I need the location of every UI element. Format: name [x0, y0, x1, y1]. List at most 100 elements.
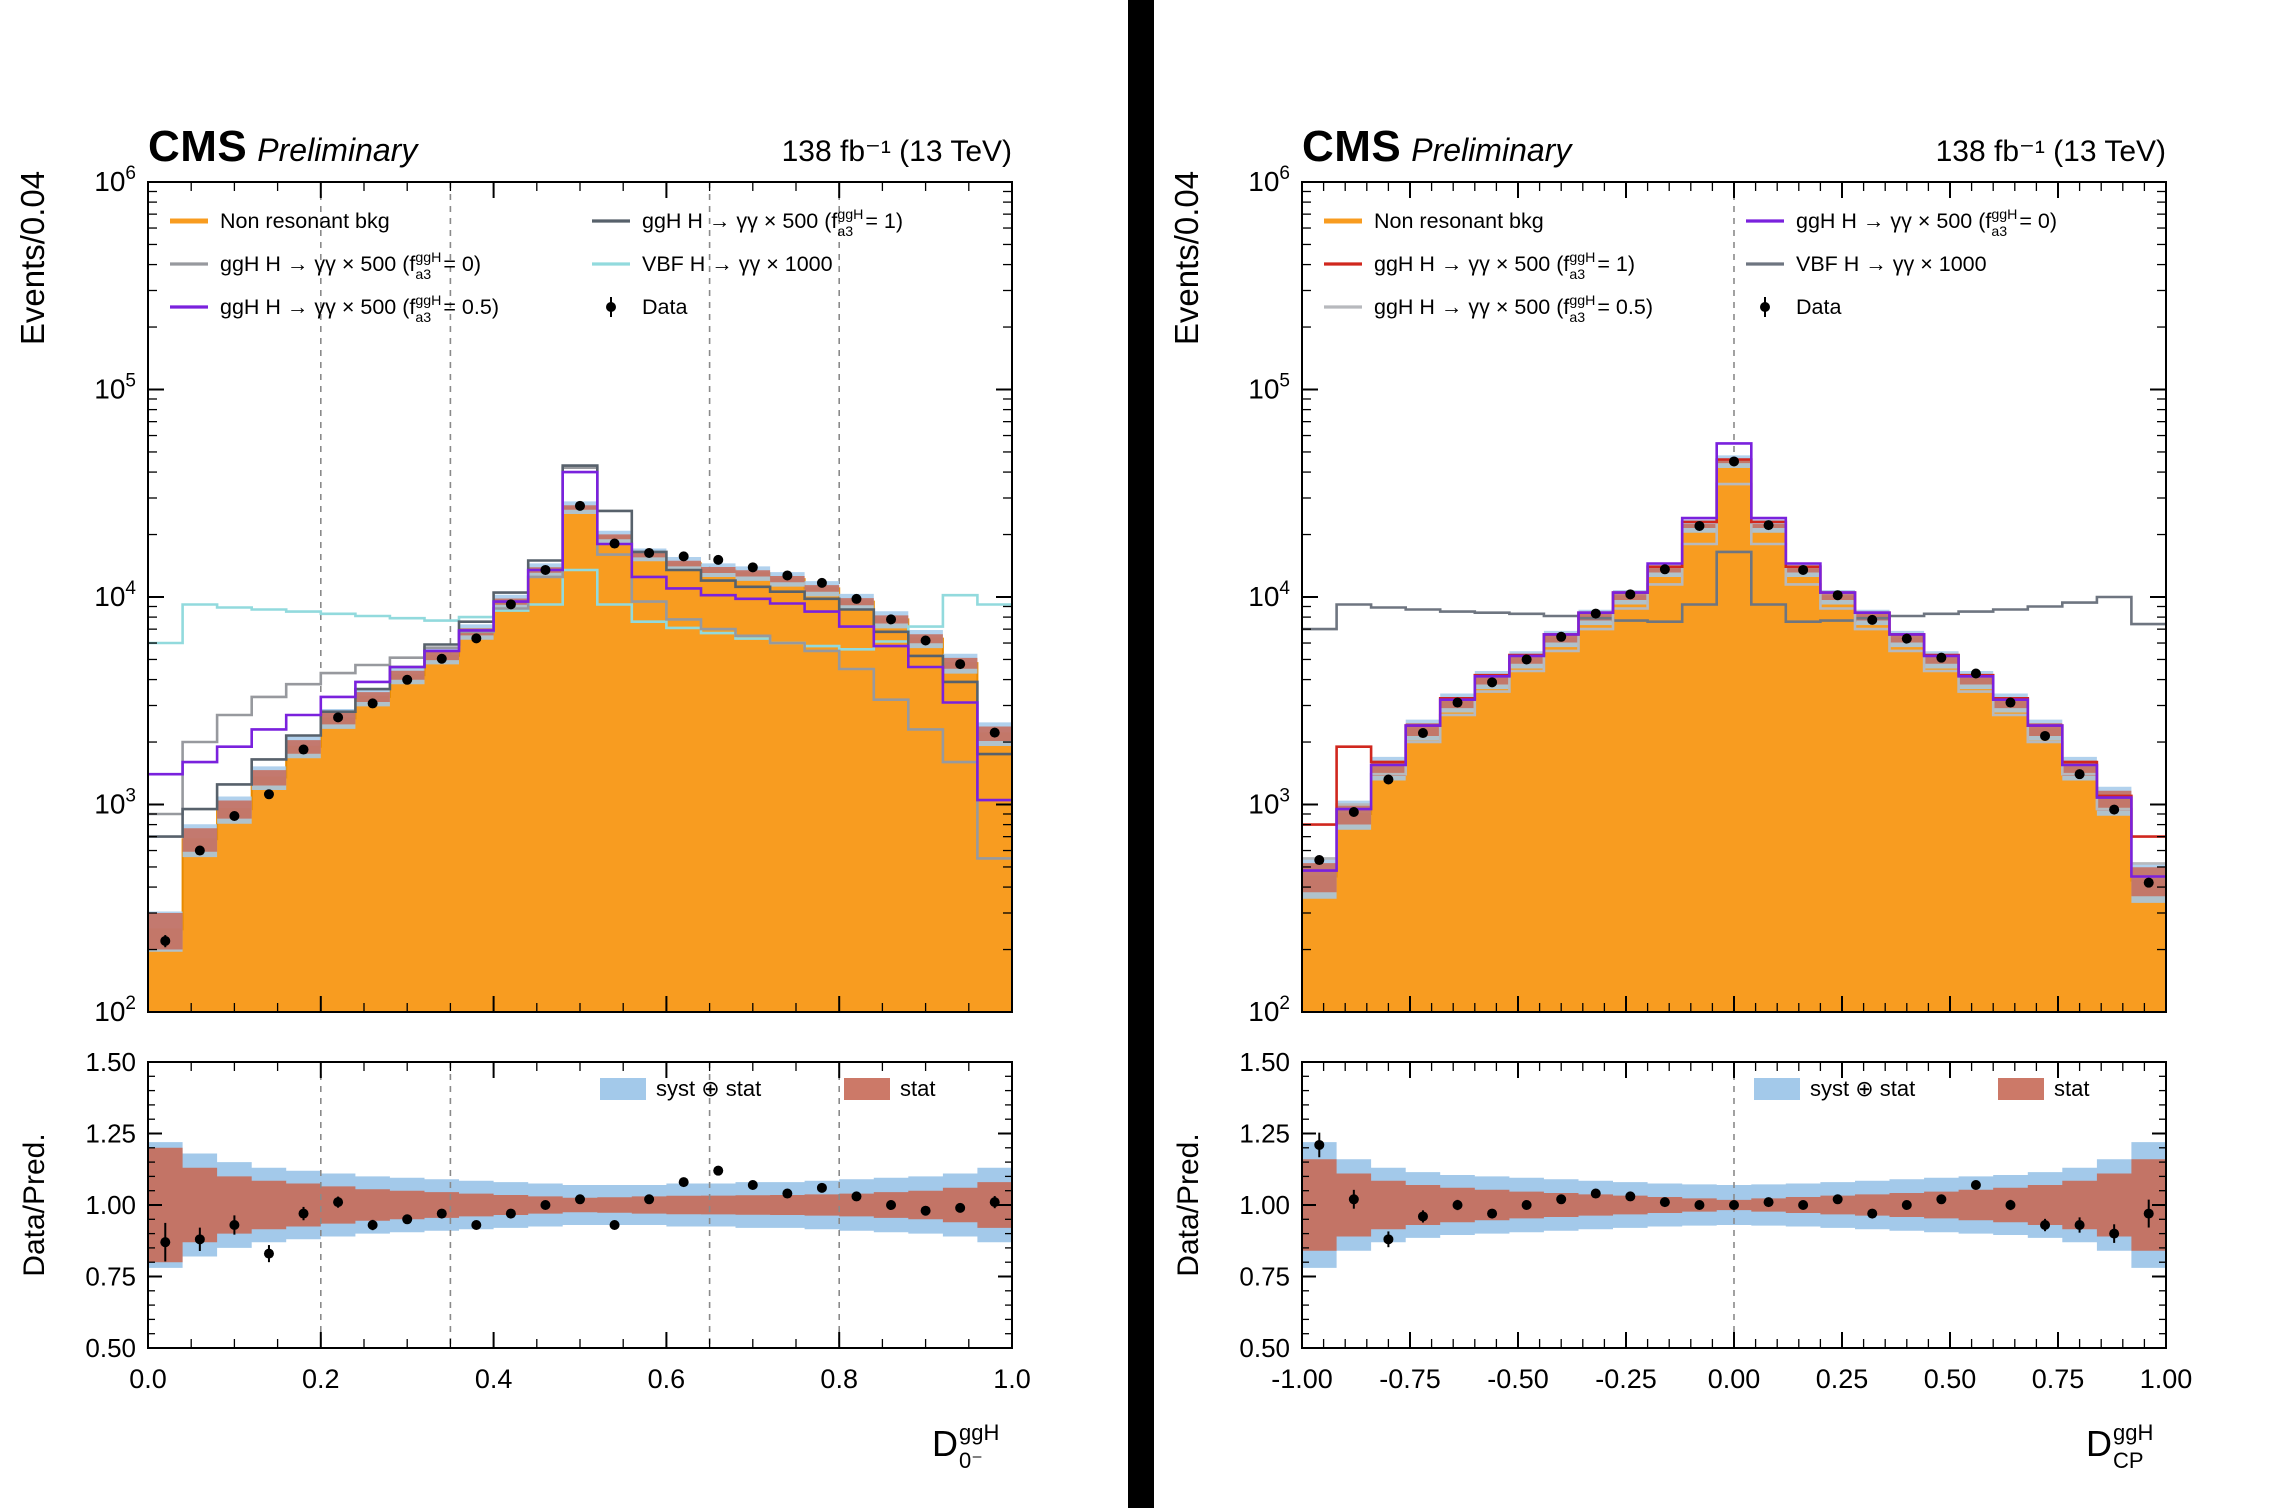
signal-line-vbf [1302, 550, 2166, 631]
preliminary-label: Preliminary [257, 132, 418, 168]
ratio-point [1314, 1139, 1325, 1150]
x-axis-title-sup: ggH [959, 1420, 999, 1445]
ratio-point [1348, 1194, 1359, 1205]
data-point [678, 551, 689, 562]
ratio-y-axis-title: Data/Pred. [1172, 1133, 1205, 1276]
legend-label-fa3_1: = 1) [865, 209, 903, 233]
preliminary-label: Preliminary [1411, 132, 1572, 168]
ratio-point [1798, 1200, 1809, 1210]
right-plot-svg: 102 103 104 105 106 -1.00 -0.75 -0.50 -0.25 0.00 0… [1168, 163, 2192, 1473]
data-point [367, 698, 378, 709]
data-point [505, 599, 516, 610]
left-figure: 102 103 104 105 106 0.0 0.2 0.4 0.6 0.8 1.0 0.50 0.7… [0, 0, 1128, 1508]
data-point [1659, 564, 1670, 575]
data-point [989, 727, 1000, 738]
ratio-legend: syst ⊕ stat stat [600, 1076, 935, 1101]
data-point [333, 712, 344, 723]
x-tick-label: 0.50 [1924, 1364, 1977, 1394]
data-point [1590, 608, 1601, 619]
data-point [471, 633, 482, 644]
data-point [1694, 520, 1705, 531]
data-point [1314, 855, 1325, 866]
ratio-point [1521, 1200, 1532, 1210]
ratio-legend-stat-label: stat [2054, 1076, 2089, 1101]
x-tick-label: 0.75 [2032, 1364, 2085, 1394]
signal-line-fa3_05 [1302, 482, 2166, 865]
x-axis-title: D [2086, 1423, 2112, 1464]
signal-line-fa3_05 [148, 470, 1012, 802]
legend-label-fa3_1: ggH H → γγ × 500 (f [1374, 252, 1569, 276]
y-tick-label: 105 [1248, 371, 1290, 405]
ratio-point [160, 1237, 171, 1248]
main-panel [1302, 182, 2166, 1012]
legend-label-vbf: VBF H → γγ × 1000 [642, 252, 833, 276]
data-point [1452, 697, 1463, 708]
legend-label-fa3_05-sup: ggH [415, 293, 441, 309]
data-point [1970, 668, 1981, 679]
x-tick-label: 0.00 [1708, 1364, 1761, 1394]
ratio-point [1659, 1197, 1670, 1208]
legend-label-fa3_05-sup: ggH [1569, 293, 1595, 309]
x-tick-label: -0.50 [1487, 1364, 1549, 1394]
legend-label-fa3_1-sup: ggH [1569, 250, 1595, 266]
data-point [263, 789, 274, 800]
legend-label-fa3_05: ggH H → γγ × 500 (f [220, 295, 415, 319]
cms-label: CMS [1302, 122, 1402, 171]
legend-label-fa3_0: ggH H → γγ × 500 (f [220, 252, 415, 276]
left-plot-svg: 102 103 104 105 106 0.0 0.2 0.4 0.6 0.8 1.0 0.50 0.7… [14, 163, 1031, 1473]
legend-label-fa3_0-sub: a3 [1991, 224, 2007, 240]
ratio-panel [148, 1062, 1012, 1348]
ratio-legend-stat-label: stat [900, 1076, 935, 1101]
data-point [782, 570, 793, 581]
ratio-y-tick-label: 1.00 [85, 1190, 136, 1220]
y-tick-label: 104 [1248, 578, 1290, 612]
data-point [2074, 769, 2085, 780]
ratio-y-tick-label: 1.50 [1239, 1047, 1290, 1077]
ratio-y-tick-label: 1.00 [1239, 1190, 1290, 1220]
right-figure-header: CMS Preliminary 138 fb⁻¹ (13 TeV) [1302, 122, 2166, 172]
data-point [298, 744, 309, 755]
ratio-point [1417, 1211, 1428, 1222]
y-tick-label: 103 [94, 786, 136, 820]
data-point [1763, 520, 1774, 531]
y-tick-label: 105 [94, 371, 136, 405]
ratio-point [436, 1208, 447, 1219]
ratio-point [1729, 1200, 1739, 1210]
y-tick-label: 106 [94, 163, 136, 197]
legend-label-fa3_1-sub: a3 [1569, 267, 1585, 283]
data-point [2143, 877, 2154, 888]
ratio-point [1970, 1179, 1981, 1190]
data-point [886, 614, 897, 625]
legend-label-data: Data [1796, 295, 1841, 319]
data-point [194, 845, 205, 856]
ratio-legend: syst ⊕ stat stat [1754, 1076, 2089, 1101]
right-figure: 102 103 104 105 106 -1.00 -0.75 -0.50 -0.25 0.00 0… [1154, 0, 2282, 1508]
data-point [575, 500, 585, 511]
ratio-points [1314, 1132, 2154, 1248]
ratio-point [2109, 1228, 2120, 1239]
data-point [1867, 614, 1878, 625]
ratio-y-tick-label: 0.75 [85, 1262, 136, 1292]
ratio-y-axis-title: Data/Pred. [18, 1133, 51, 1276]
data-point [436, 653, 447, 664]
ratio-point [575, 1194, 585, 1205]
ratio-point [1832, 1194, 1843, 1205]
ratio-point [609, 1220, 620, 1231]
ratio-legend-syst-swatch [600, 1078, 646, 1100]
signal-line-vbf [148, 568, 1012, 651]
legend-data-marker [606, 302, 616, 312]
ratio-point [955, 1202, 966, 1213]
data-point [1348, 807, 1359, 818]
ratio-y-tick-label: 1.50 [85, 1047, 136, 1077]
legend-label-fa3_05: = 0.5) [443, 295, 499, 319]
data-point [1625, 589, 1636, 600]
ratio-point [782, 1188, 793, 1199]
x-axis-title: D [932, 1423, 958, 1464]
legend-label-fa3_05-sub: a3 [415, 310, 431, 326]
legend-label-fa3_0-sub: a3 [415, 267, 431, 283]
x-tick-label: -1.00 [1271, 1364, 1333, 1394]
ratio-points [160, 1165, 1000, 1263]
data-point [747, 562, 758, 573]
data-point [2040, 730, 2051, 741]
ratio-point [747, 1179, 758, 1190]
